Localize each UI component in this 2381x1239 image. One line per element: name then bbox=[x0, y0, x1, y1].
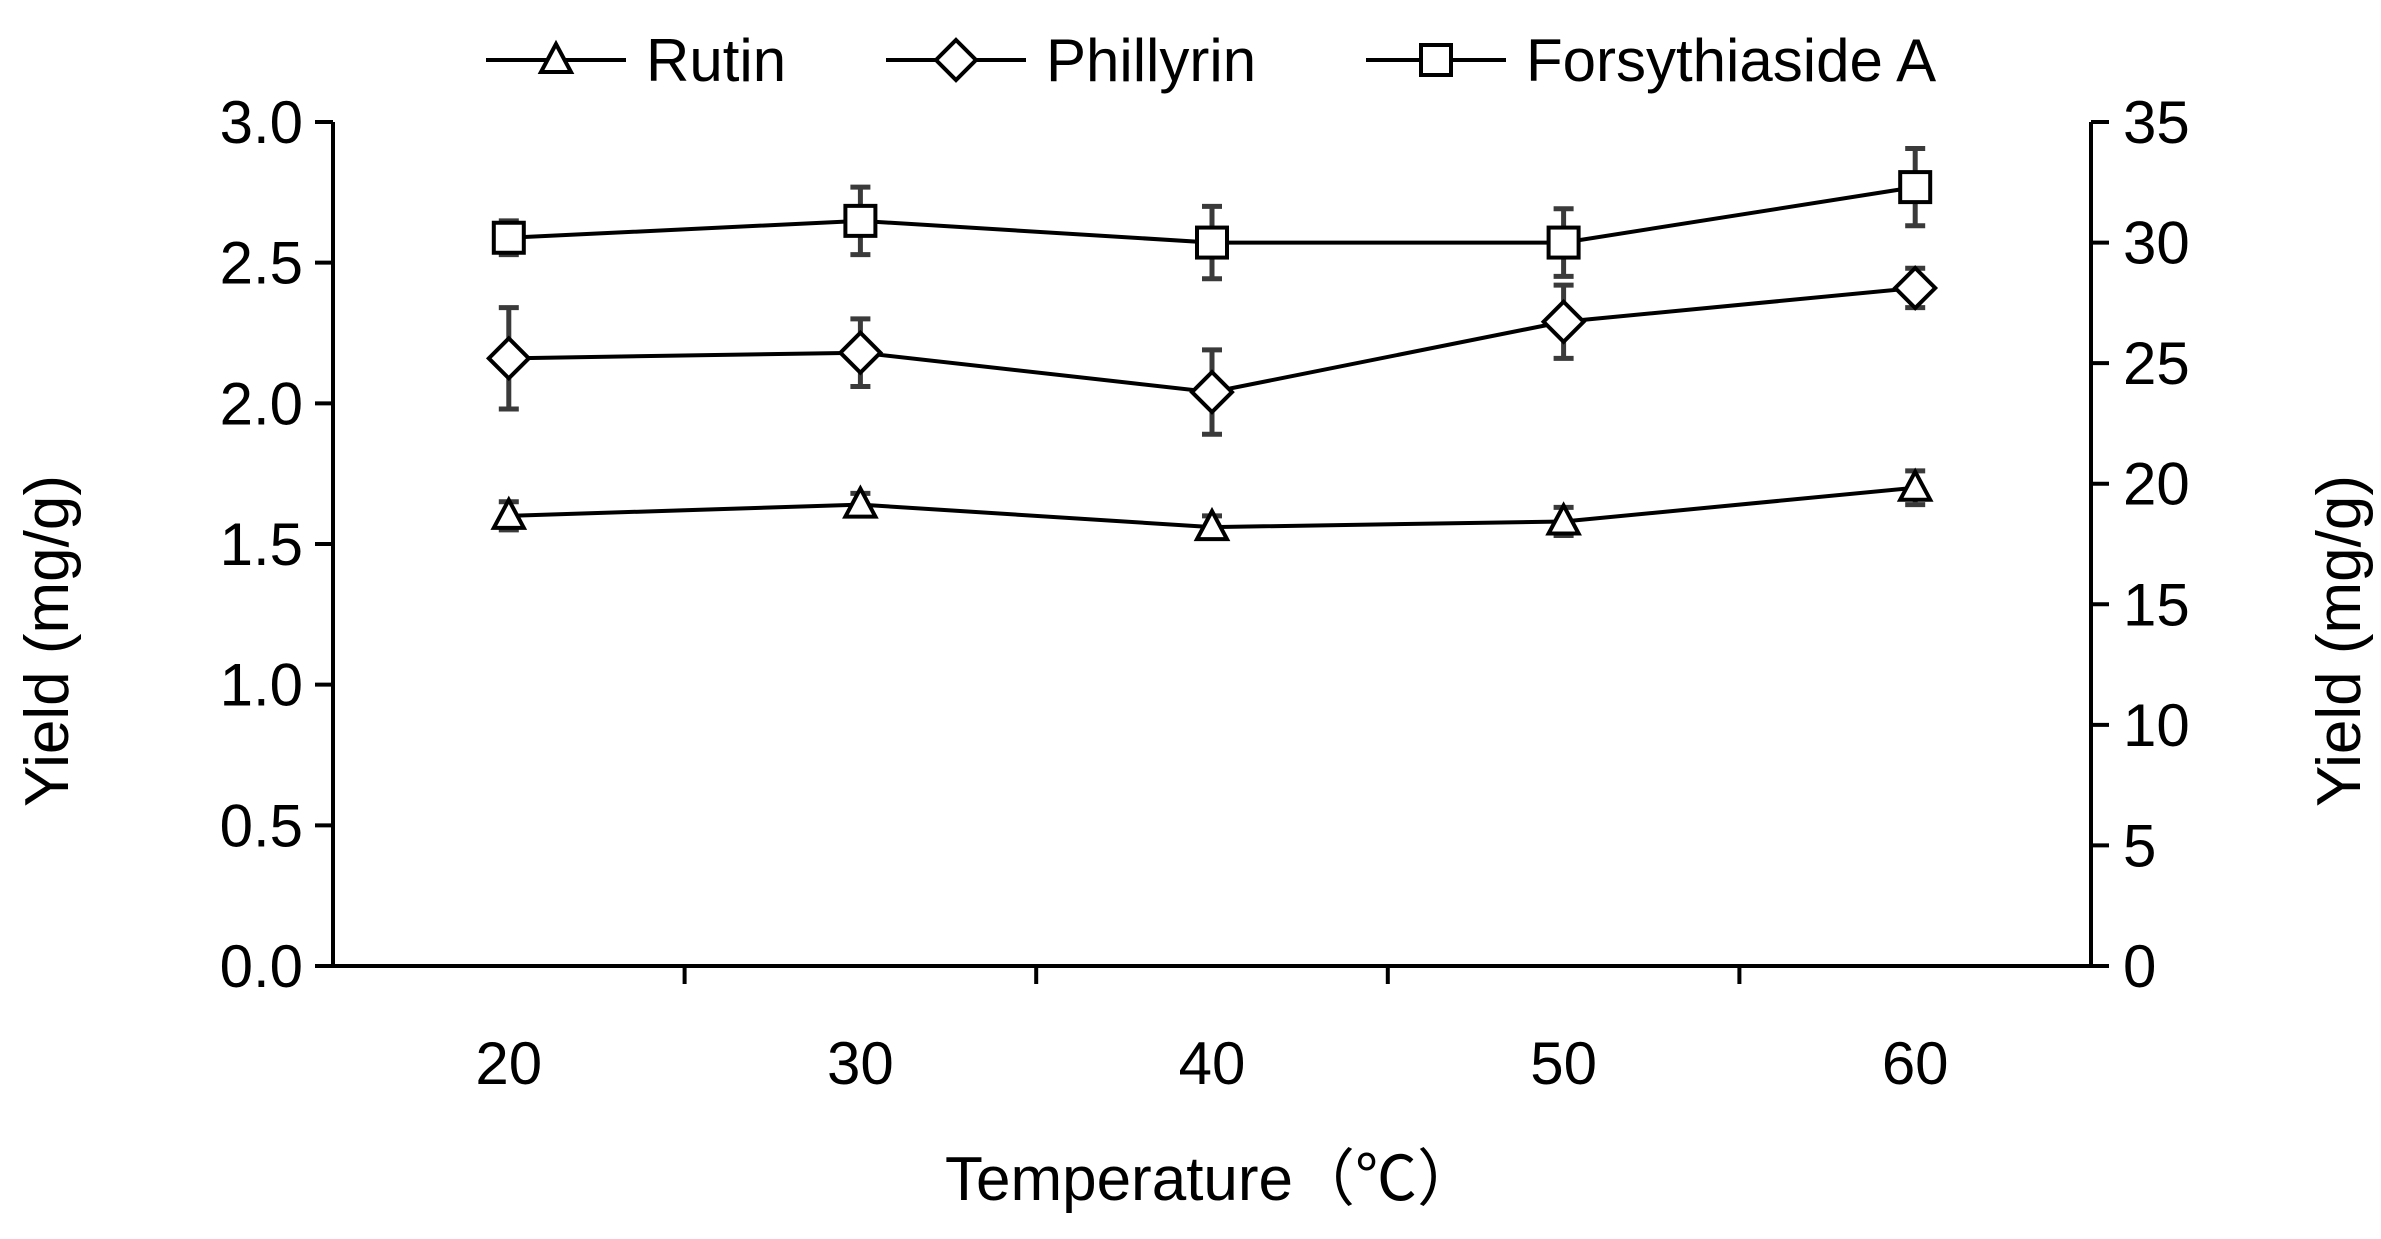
y-tick-label-right: 10 bbox=[2123, 692, 2190, 759]
x-tick-label: 20 bbox=[475, 1030, 542, 1097]
legend-marker bbox=[933, 37, 979, 83]
data-point bbox=[1898, 170, 1933, 205]
legend-label: Rutin bbox=[646, 27, 786, 94]
data-point bbox=[485, 335, 532, 382]
data-point bbox=[1546, 225, 1581, 260]
legend-item-rutin: Rutin bbox=[486, 27, 786, 94]
data-point bbox=[490, 495, 528, 530]
y-tick-label-left: 1.5 bbox=[220, 511, 303, 578]
y-axis-title-left: Yield (mg/g) bbox=[13, 475, 82, 807]
x-axis-title: Temperature（℃） bbox=[945, 1145, 1479, 1214]
series-rutin bbox=[490, 467, 1934, 542]
legend-label: Forsythiaside A bbox=[1526, 27, 1936, 94]
data-point bbox=[491, 220, 526, 255]
legend-label: Phillyrin bbox=[1046, 27, 1256, 94]
data-point bbox=[1545, 501, 1582, 536]
y-tick-label-left: 1.0 bbox=[220, 652, 303, 719]
y-tick-label-left: 0.5 bbox=[220, 792, 303, 859]
axes: 0.0 0.5 1.0 1.5 2.0 2.5 3.0 0 5 10 15 20 25 30 35 20 30 4… bbox=[220, 89, 2190, 1097]
data-point bbox=[1540, 298, 1587, 345]
y-tick-label-right: 35 bbox=[2123, 89, 2190, 156]
y-tick-label-right: 20 bbox=[2123, 451, 2190, 518]
legend-item-forsythiaside-a: Forsythiaside A bbox=[1366, 27, 1936, 94]
data-point bbox=[1892, 265, 1939, 311]
data-point bbox=[1896, 467, 1934, 502]
x-tick-label: 60 bbox=[1882, 1030, 1949, 1097]
series-phillyrin bbox=[485, 265, 1939, 437]
y-tick-label-right: 25 bbox=[2123, 330, 2190, 397]
y-axis-title-right: Yield (mg/g) bbox=[2305, 475, 2374, 807]
legend-marker bbox=[537, 39, 575, 74]
x-tick-label: 30 bbox=[827, 1030, 894, 1097]
y-tick-label-right: 30 bbox=[2123, 210, 2190, 277]
legend-marker bbox=[1419, 43, 1453, 77]
data-point bbox=[843, 203, 878, 238]
data-point bbox=[842, 484, 879, 519]
y-tick-label-left: 2.0 bbox=[220, 370, 303, 437]
series-layer bbox=[485, 146, 1939, 542]
y-tick-label-right: 15 bbox=[2123, 571, 2190, 638]
data-point bbox=[837, 329, 884, 376]
y-tick-label-left: 0.0 bbox=[220, 933, 303, 1000]
data-point bbox=[1195, 225, 1229, 260]
series-forsythiaside-a bbox=[491, 146, 1933, 282]
legend-item-phillyrin: Phillyrin bbox=[886, 27, 1256, 94]
x-tick-label: 50 bbox=[1530, 1030, 1597, 1097]
x-tick-label: 40 bbox=[1179, 1030, 1246, 1097]
y-tick-label-left: 2.5 bbox=[220, 230, 303, 297]
y-tick-label-right: 5 bbox=[2123, 812, 2156, 879]
data-point bbox=[1193, 506, 1231, 542]
y-tick-label-right: 0 bbox=[2123, 933, 2156, 1000]
data-point bbox=[1189, 369, 1235, 415]
y-tick-label-left: 3.0 bbox=[220, 89, 303, 156]
legend: Rutin Phillyrin Forsythiaside A bbox=[486, 27, 1936, 94]
